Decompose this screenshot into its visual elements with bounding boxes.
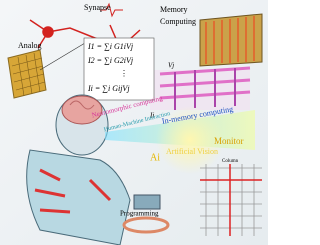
label: Synapse [84,3,111,12]
crossbar [150,13,263,110]
equation: Ii = ∑i GijVj [87,84,130,93]
label: Monitor [214,136,244,146]
equation: I1 = ∑i G1iVj [87,42,134,51]
label: Analog [18,41,42,50]
grid-array [200,164,262,236]
label: Vj [168,62,174,70]
label: Programming [120,210,159,218]
label: Artificial Vision [166,147,218,156]
label: Ii [149,112,154,120]
label: Column [222,159,239,164]
analog-chip [7,39,91,99]
robot [26,94,131,245]
programming-ring [122,194,170,234]
label: Ai [150,152,160,163]
equation: ⋮ [120,69,128,78]
label: Memory [160,5,188,14]
equation-box [83,37,155,101]
label: Computing [160,17,196,26]
equation: I2 = ∑i G2iVj [87,56,134,65]
illustration: Synapse Memory Computing Analog I1 = ∑i … [0,0,268,245]
glow [156,106,224,174]
